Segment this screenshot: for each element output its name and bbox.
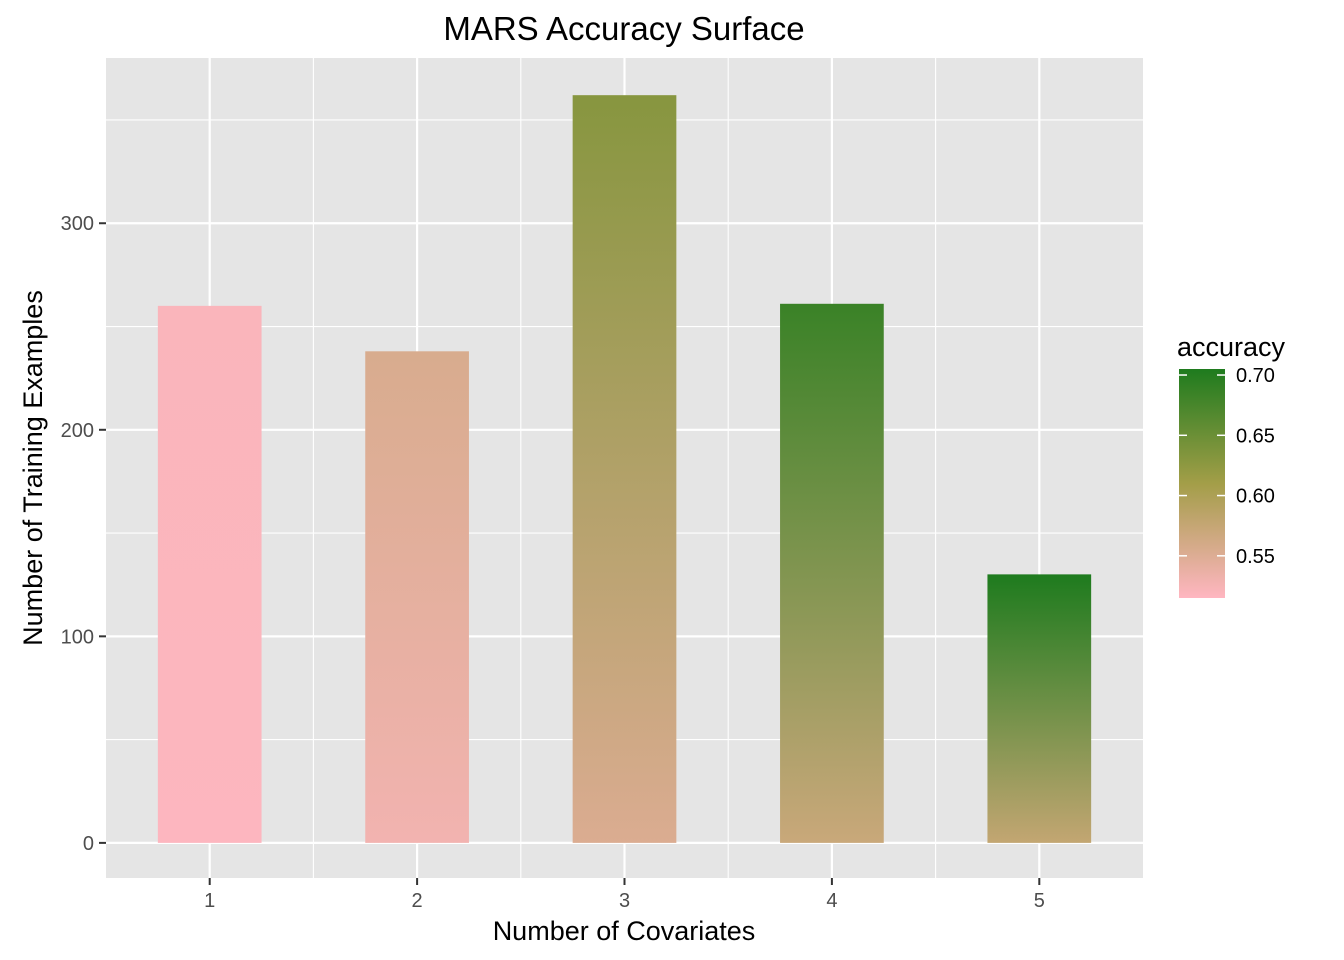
legend: accuracy 0.55 0.60 0.65 0.70 (1177, 332, 1286, 598)
bar-1 (157, 305, 262, 843)
legend-tick-label: 0.55 (1236, 546, 1275, 568)
x-tick-label: 5 (1034, 890, 1045, 912)
bar-3 (572, 95, 677, 843)
y-tick-label: 100 (61, 626, 94, 648)
legend-title: accuracy (1177, 332, 1286, 362)
legend-ticks: 0.55 0.60 0.65 0.70 (1179, 365, 1275, 568)
y-axis-ticks: 0 100 200 300 (61, 213, 106, 855)
bar-5 (987, 574, 1092, 843)
bar-2 (365, 351, 469, 843)
legend-colorbar (1179, 369, 1225, 598)
y-axis-title: Number of Training Examples (18, 290, 48, 646)
x-tick-label: 2 (412, 890, 423, 912)
y-tick-label: 300 (61, 213, 94, 235)
y-tick-label: 200 (61, 420, 94, 442)
bars (157, 95, 1092, 843)
legend-tick-label: 0.70 (1236, 365, 1275, 387)
x-tick-label: 4 (826, 890, 837, 912)
y-tick-label: 0 (83, 833, 94, 855)
x-tick-label: 3 (619, 890, 630, 912)
x-axis-ticks: 1 2 3 4 5 (204, 878, 1045, 912)
bar-4 (780, 303, 884, 843)
legend-tick-label: 0.60 (1236, 486, 1275, 508)
x-axis-title: Number of Covariates (493, 916, 756, 946)
x-tick-label: 1 (204, 890, 215, 912)
legend-tick-label: 0.65 (1236, 425, 1275, 447)
chart-title: MARS Accuracy Surface (443, 10, 804, 47)
